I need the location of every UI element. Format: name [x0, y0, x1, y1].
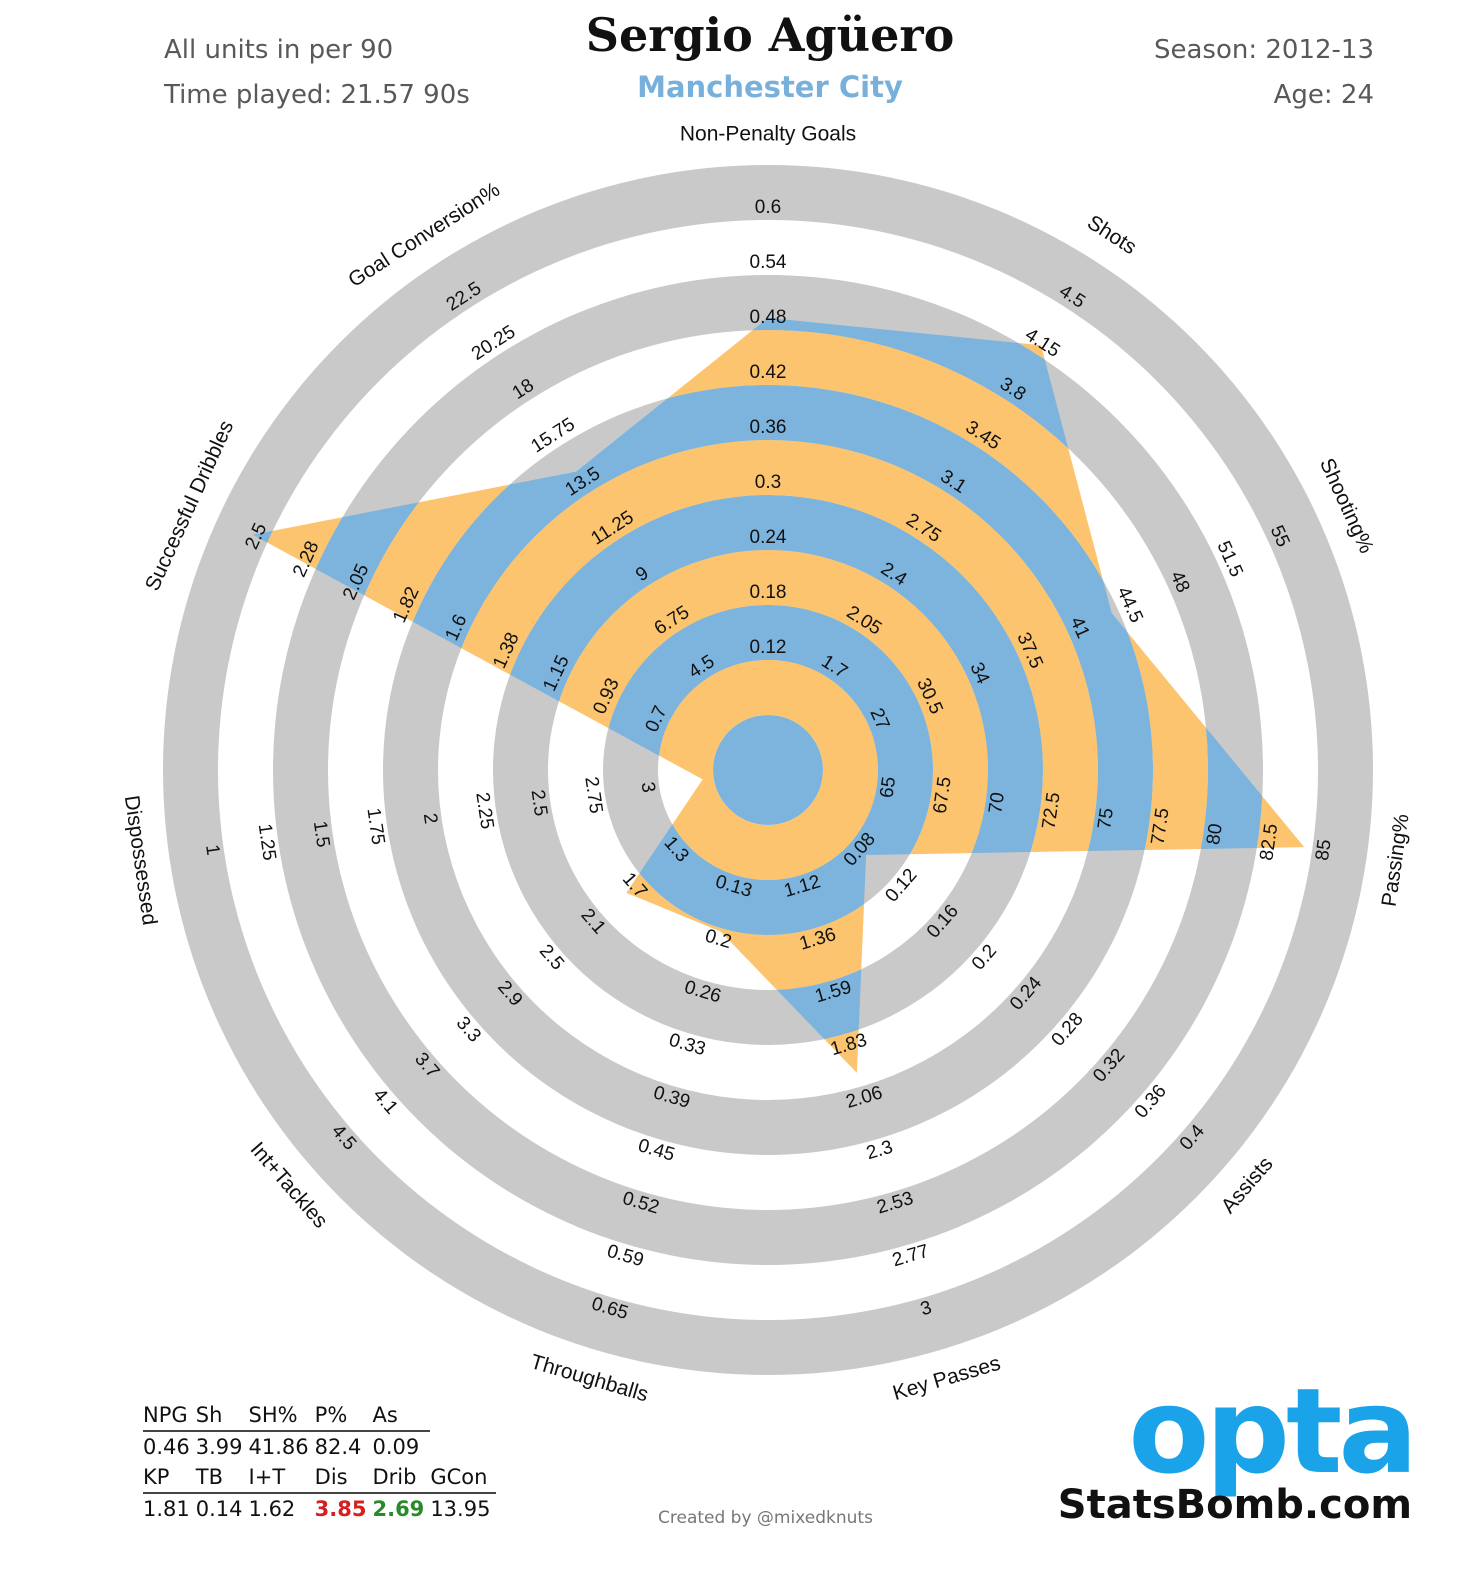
stats-cell: NPG — [143, 1400, 196, 1432]
tick-label: 70 — [985, 791, 1009, 815]
tick-label: 0.42 — [750, 362, 787, 383]
tick-label: 0.18 — [750, 582, 787, 603]
tick-label: 1 — [201, 843, 223, 856]
tick-label: 77.5 — [1147, 807, 1173, 847]
tick-label: 2 — [419, 812, 441, 825]
tick-label: 1.75 — [362, 807, 388, 847]
stats-cell: 41.86 — [248, 1435, 309, 1459]
value-band — [658, 659, 879, 881]
stats-cell: Sh — [195, 1400, 249, 1432]
tick-label: 82.5 — [1256, 822, 1282, 862]
stats-cell: I+T — [248, 1462, 315, 1494]
stats-cell: GCon — [430, 1462, 497, 1494]
stats-cell: SH% — [248, 1400, 315, 1432]
tick-label: 1.25 — [254, 822, 280, 862]
tick-label: 1.5 — [309, 820, 334, 849]
tick-label: 0.12 — [750, 637, 787, 658]
stats-cell: 3.99 — [195, 1435, 243, 1459]
axis-label: Dispossessed — [120, 794, 161, 927]
tick-label: 0.3 — [755, 472, 781, 493]
age: Age: 24 — [1273, 80, 1374, 110]
stats-cell: TB — [195, 1462, 249, 1494]
tick-label: 0.36 — [750, 417, 787, 438]
stats-cell: 3.85 — [314, 1497, 367, 1521]
tick-label: 80 — [1203, 822, 1227, 846]
tick-label: 0.48 — [750, 307, 787, 328]
stats-cell: Drib — [372, 1462, 431, 1494]
stats-cell: 82.4 — [314, 1435, 362, 1459]
stats-cell: As — [372, 1400, 431, 1432]
tick-label: 3 — [637, 781, 659, 794]
axis-label: Shots — [1083, 211, 1141, 259]
player-name: Sergio Agüero — [585, 8, 955, 62]
tick-label: 85 — [1312, 838, 1336, 862]
stats-cell: P% — [314, 1400, 373, 1432]
tick-label: 72.5 — [1039, 791, 1065, 831]
tick-label: 0.24 — [750, 527, 787, 548]
stats-cell: 0.46 — [143, 1435, 190, 1459]
team-name: Manchester City — [637, 70, 903, 104]
opta-logo: opta — [1128, 1362, 1418, 1500]
axis-label: Passing% — [1378, 812, 1414, 908]
tick-label: 67.5 — [930, 775, 956, 815]
axis-label: Key Passes — [890, 1352, 1003, 1405]
stats-table: NPG Sh SH% P% As 0.46 3.99 41.86 82.4 0.09 KP TB I… — [143, 1400, 497, 1524]
statsbomb-logo: StatsBomb.com — [1057, 1482, 1412, 1528]
time-played: Time played: 21.57 90s — [164, 80, 470, 110]
credit-text: Created by @mixedknuts — [658, 1508, 873, 1528]
stats-cell: Dis — [314, 1462, 373, 1494]
stats-cell: 0.09 — [372, 1435, 420, 1459]
stats-cell: 1.62 — [248, 1497, 296, 1521]
header-left: All units in per 90 Time played: 21.57 9… — [164, 28, 470, 118]
stats-cell: 0.14 — [195, 1497, 243, 1521]
season: Season: 2012-13 — [1153, 35, 1374, 65]
tick-label: 2.75 — [580, 775, 606, 815]
stats-cell: 13.95 — [430, 1497, 491, 1521]
tick-label: 2.25 — [471, 791, 497, 831]
tick-label: 0.54 — [750, 252, 787, 273]
stats-cell: 1.81 — [143, 1497, 190, 1521]
tick-label: 65 — [876, 775, 900, 799]
header-right: Season: 2012-13 Age: 24 — [1154, 28, 1374, 118]
units-note: All units in per 90 — [164, 35, 394, 65]
axis-label: Non-Penalty Goals — [680, 123, 856, 146]
stats-cell: 2.69 — [372, 1497, 425, 1521]
stats-cell: KP — [143, 1462, 196, 1494]
tick-label: 0.6 — [755, 197, 781, 218]
value-band — [603, 605, 933, 935]
tick-label: 2.5 — [527, 788, 552, 817]
value-center — [713, 715, 823, 825]
tick-label: 75 — [1094, 807, 1118, 831]
